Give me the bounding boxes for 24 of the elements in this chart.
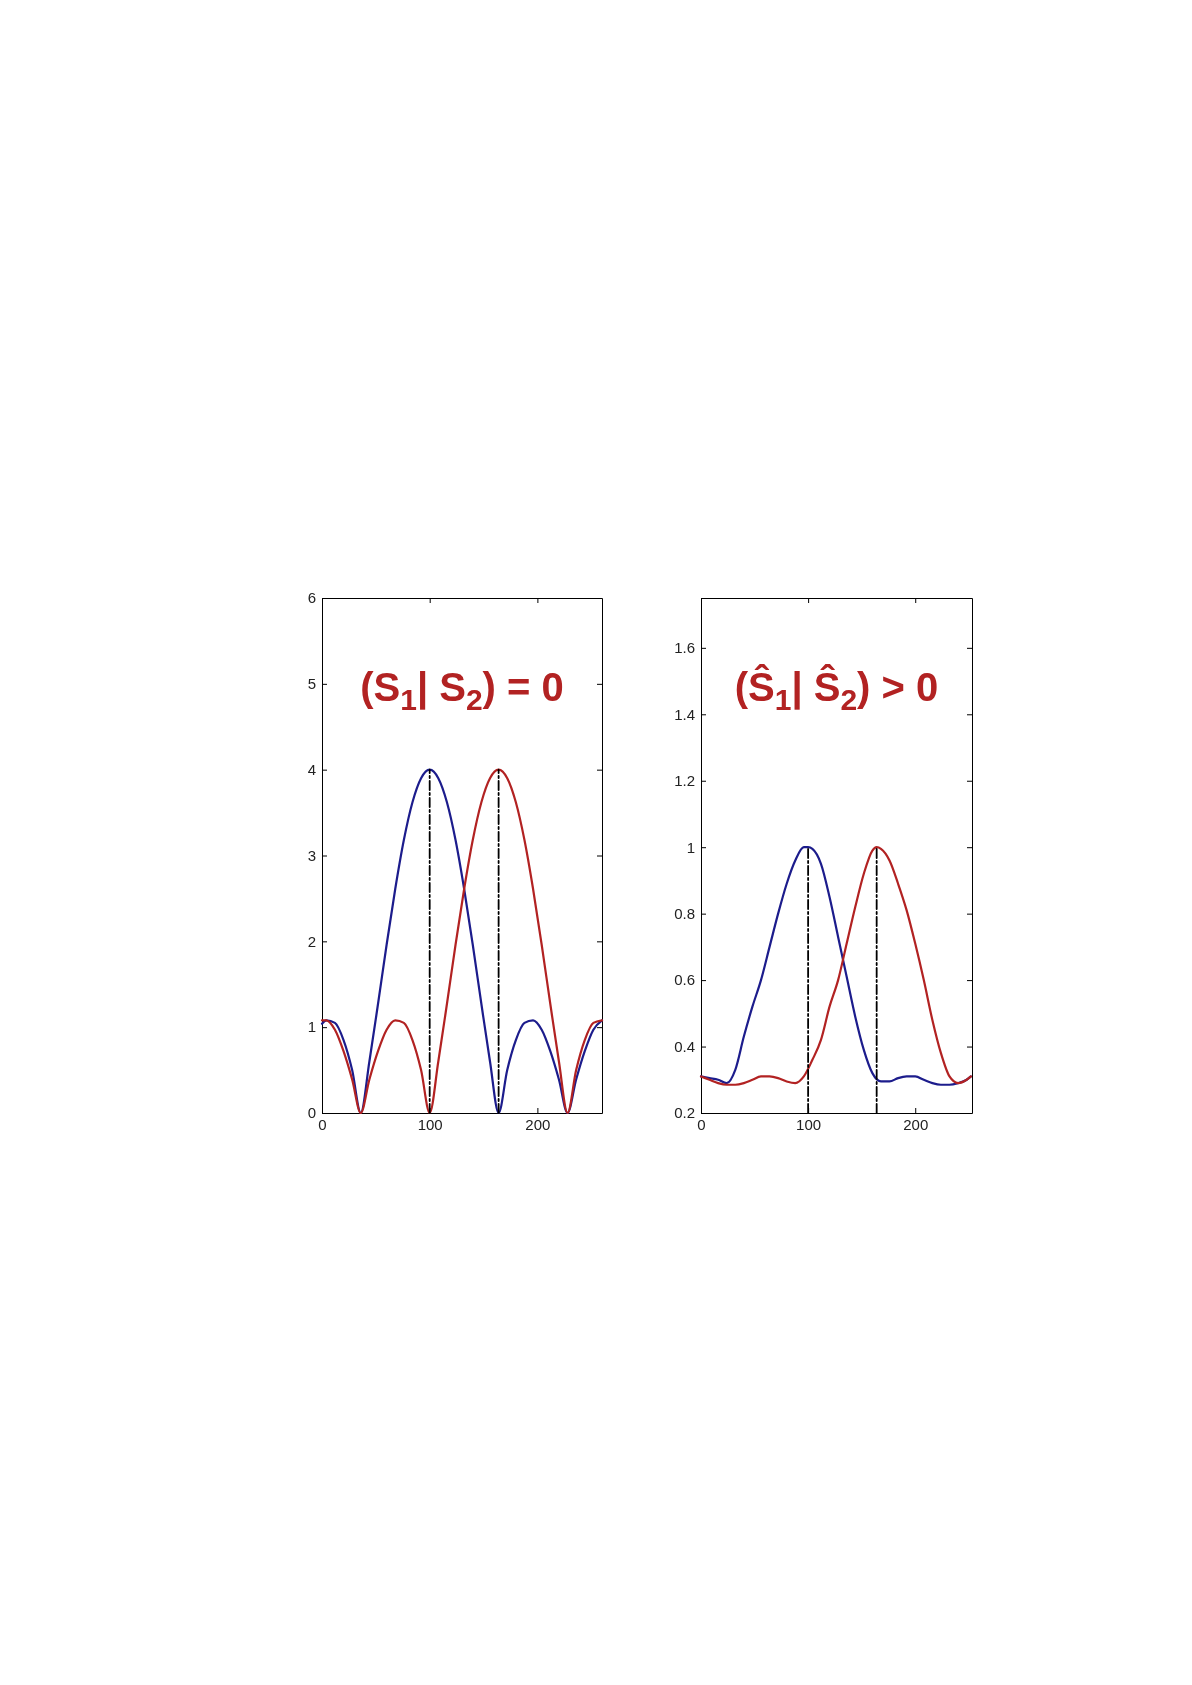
- x-tick-label: 100: [417, 1115, 443, 1133]
- y-tick-label: 1: [686, 838, 695, 856]
- y-tick-label: 1.2: [674, 772, 695, 790]
- x-tick-label: 0: [697, 1115, 706, 1133]
- y-tick-label: 6: [307, 589, 316, 607]
- y-tick-label: 1: [307, 1018, 316, 1036]
- y-tick-label: 1.4: [674, 705, 695, 723]
- y-tick-label: 0.2: [674, 1104, 695, 1122]
- y-tick-label: 1.6: [674, 639, 695, 657]
- y-tick-label: 5: [307, 675, 316, 693]
- y-tick-label: 2: [307, 932, 316, 950]
- y-tick-label: 0.8: [674, 904, 695, 922]
- x-tick-label: 200: [903, 1115, 929, 1133]
- x-tick-label: 100: [796, 1115, 822, 1133]
- x-tick-label: 0: [318, 1115, 327, 1133]
- annotation: (S$_{1}$| S$_{2}$) = 0: [360, 665, 564, 716]
- y-tick-label: 3: [307, 846, 316, 864]
- line-series: [699, 846, 973, 1086]
- y-tick-label: 0: [307, 1104, 316, 1122]
- annotation: (Ŝ$_{1}$| Ŝ$_{2}$) > 0: [734, 664, 939, 716]
- y-tick-label: 0.4: [674, 1037, 695, 1055]
- x-tick-label: 200: [525, 1115, 551, 1133]
- y-tick-label: 4: [307, 760, 316, 778]
- y-tick-label: 0.6: [674, 971, 695, 989]
